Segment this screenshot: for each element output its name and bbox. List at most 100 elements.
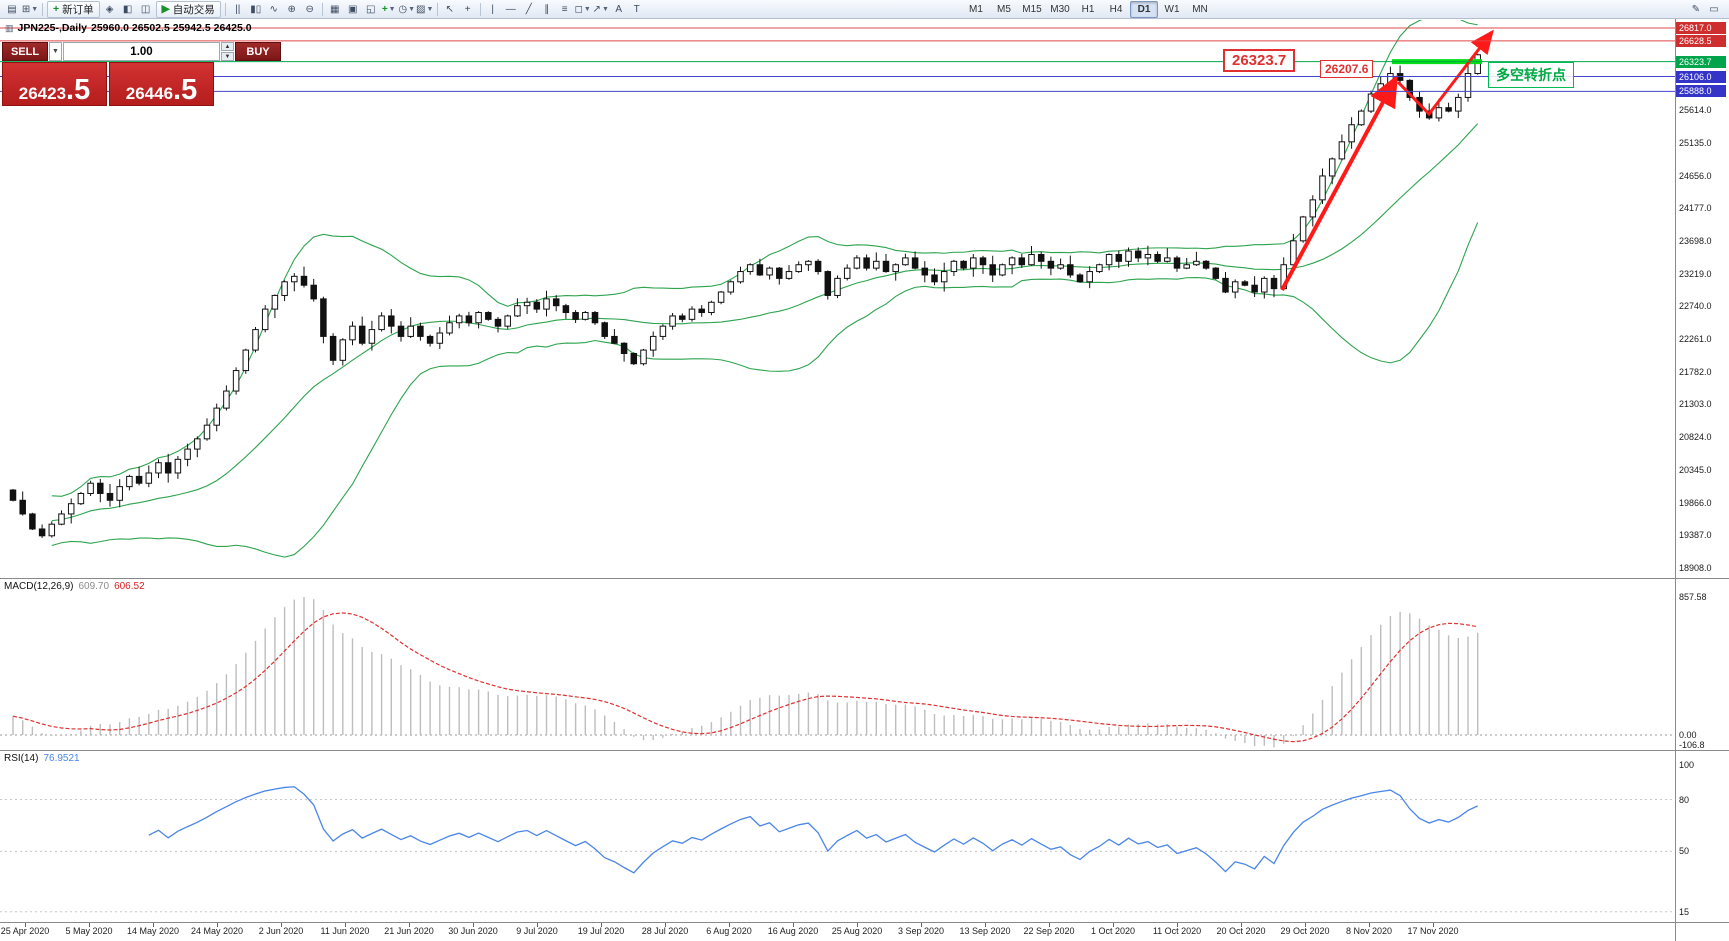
- date-axis-label: 1 Oct 2020: [1090, 926, 1136, 936]
- price-axis-label: 22261.0: [1679, 334, 1712, 345]
- fibonacci-icon-glyph: ≡: [561, 3, 568, 15]
- toolbar-separator: [436, 2, 438, 16]
- price-axis-label: 19866.0: [1679, 497, 1712, 508]
- toolbar-main-group: ▤ ⊞ ▼ + 新订单 ◈ ◧ ◫ ▶ 自动交易 || ▮▯ ∿ ⊕ ⊖ ▦ ▣ ◱ + ▼ ◷ ▼ ▨ ▼ ↖ + | — ╱ ∥ ≡ ◻ ▼…: [3, 0, 646, 18]
- cursor-icon[interactable]: ↖: [441, 2, 459, 17]
- macd-signal-value: 606.52: [114, 581, 145, 592]
- date-axis-label: 5 May 2020: [65, 926, 113, 936]
- channel-icon[interactable]: ∥: [538, 2, 556, 17]
- macd-main-value: 609.70: [78, 581, 110, 592]
- price-axis-label: 22740.0: [1679, 301, 1712, 312]
- symbol-period-label: JPN225-,Daily: [17, 22, 87, 34]
- buy-price-panel[interactable]: 26446 .5: [109, 62, 214, 106]
- timeframe-h4[interactable]: H4: [1109, 4, 1123, 15]
- macd-pane-separator: [0, 578, 1729, 579]
- date-axis-label: 22 Sep 2020: [1023, 926, 1075, 936]
- crosshair-icon[interactable]: +: [459, 2, 477, 17]
- toolbar: ▤ ⊞ ▼ + 新订单 ◈ ◧ ◫ ▶ 自动交易 || ▮▯ ∿ ⊕ ⊖ ▦ ▣ ◱ + ▼ ◷ ▼ ▨ ▼ ↖ + | — ╱ ∥ ≡ ◻ ▼…: [0, 0, 1729, 19]
- shapes-icon-glyph: ◻: [574, 3, 583, 15]
- fibonacci-icon[interactable]: ≡: [556, 2, 574, 17]
- timeframe-d1[interactable]: D1: [1130, 1, 1158, 18]
- volume-dropdown[interactable]: ▼: [49, 42, 62, 61]
- toolbar-right-group: ✎ ▭: [1687, 1, 1723, 18]
- one-click-trading-widget: SELL ▼ ▲ ▼ BUY 26423 .5 26446 .5: [2, 42, 281, 106]
- chevron-down-icon: ▼: [408, 5, 416, 13]
- vertical-line-icon-glyph: |: [491, 3, 495, 15]
- new-order-button[interactable]: + 新订单: [47, 0, 100, 18]
- templates-icon[interactable]: ▨ ▼: [416, 2, 434, 17]
- text-icon[interactable]: A: [610, 2, 628, 17]
- timeframe-m15[interactable]: M15: [1022, 4, 1042, 15]
- new-chart-icon[interactable]: ⊞ ▼: [21, 2, 39, 17]
- arrows-icon[interactable]: ↗ ▼: [592, 2, 610, 17]
- vertical-line-icon[interactable]: |: [484, 2, 502, 17]
- sell-price-panel[interactable]: 26423 .5: [2, 62, 107, 106]
- candlestick-chart-icon-glyph: ▮▯: [250, 3, 262, 15]
- date-tick: [1305, 923, 1306, 927]
- horizontal-line-icon[interactable]: —: [502, 2, 520, 17]
- timeframe-m5[interactable]: M5: [997, 4, 1011, 15]
- indicators-icon[interactable]: + ▼: [380, 2, 398, 17]
- price-level-label-26207[interactable]: 26207.6: [1320, 60, 1374, 78]
- grid-icon[interactable]: ▦: [326, 2, 344, 17]
- toolbar-separator: [479, 2, 481, 16]
- timeframe-m1[interactable]: M1: [969, 4, 983, 15]
- zoom-out-icon[interactable]: ⊖: [301, 2, 319, 17]
- tile-windows-icon[interactable]: ◱: [362, 2, 380, 17]
- price-axis-badge: 25888.0: [1676, 85, 1726, 98]
- candlestick-chart-icon[interactable]: ▮▯: [247, 2, 265, 17]
- snapshot-icon[interactable]: ▭: [1709, 4, 1719, 15]
- sound-alert-icon-glyph: ◈: [105, 3, 114, 15]
- autotrading-button[interactable]: ▶ 自动交易: [155, 0, 221, 18]
- cascade-windows-icon[interactable]: ▣: [344, 2, 362, 17]
- market-watch-icon[interactable]: ◧: [119, 2, 137, 17]
- periods-icon-glyph: ◷: [398, 3, 408, 15]
- toolbar-separator: [224, 2, 226, 16]
- date-tick: [409, 923, 410, 927]
- cascade-windows-icon-glyph: ▣: [347, 3, 358, 15]
- rsi-name: RSI(14): [4, 753, 39, 764]
- turning-point-note[interactable]: 多空转折点: [1488, 62, 1574, 88]
- periods-icon[interactable]: ◷ ▼: [398, 2, 416, 17]
- sound-alert-icon[interactable]: ◈: [101, 2, 119, 17]
- line-chart-icon[interactable]: ∿: [265, 2, 283, 17]
- trendline-icon[interactable]: ╱: [520, 2, 538, 17]
- templates-icon-glyph: ▨: [416, 3, 426, 15]
- chevron-down-icon: ▼: [426, 5, 434, 13]
- timeframe-w1[interactable]: W1: [1164, 4, 1180, 15]
- date-tick: [921, 923, 922, 927]
- timeframe-m30[interactable]: M30: [1050, 4, 1070, 15]
- grid-icon-glyph: ▦: [329, 3, 340, 15]
- date-tick: [729, 923, 730, 927]
- trade-controls-row: SELL ▼ ▲ ▼ BUY: [2, 42, 281, 61]
- bar-chart-icon[interactable]: ||: [229, 2, 247, 17]
- volume-input[interactable]: [63, 42, 220, 61]
- sell-button[interactable]: SELL: [2, 42, 48, 61]
- arrows-icon-glyph: ↗: [592, 3, 601, 15]
- volume-stepper: ▲ ▼: [221, 42, 234, 61]
- zoom-out-icon-glyph: ⊖: [305, 3, 314, 15]
- price-axis-separator: [1675, 19, 1676, 941]
- text-label-icon[interactable]: T: [628, 2, 646, 17]
- price-axis-label: 20824.0: [1679, 432, 1712, 443]
- timeframe-h1[interactable]: H1: [1081, 4, 1095, 15]
- shapes-icon[interactable]: ◻ ▼: [574, 2, 592, 17]
- price-level-label-26323[interactable]: 26323.7: [1223, 49, 1296, 72]
- rsi-scale-label: 80: [1679, 794, 1690, 805]
- buy-button[interactable]: BUY: [235, 42, 281, 61]
- pencil-icon[interactable]: ✎: [1691, 4, 1701, 15]
- navigator-icon[interactable]: ◫: [137, 2, 155, 17]
- chevron-down-icon: ▼: [601, 5, 609, 13]
- volume-decrease-button[interactable]: ▼: [221, 52, 234, 61]
- macd-scale-zero: 0.00: [1679, 730, 1697, 740]
- rsi-scale-label: 15: [1679, 906, 1690, 917]
- text-label-icon-glyph: T: [633, 3, 640, 15]
- volume-increase-button[interactable]: ▲: [221, 42, 234, 51]
- trendline-icon-glyph: ╱: [525, 3, 532, 15]
- chart-window-icon[interactable]: ▤: [3, 2, 21, 17]
- date-axis-label: 19 Jul 2020: [577, 926, 625, 936]
- timeframe-mn[interactable]: MN: [1192, 4, 1208, 15]
- date-tick: [793, 923, 794, 927]
- zoom-in-icon[interactable]: ⊕: [283, 2, 301, 17]
